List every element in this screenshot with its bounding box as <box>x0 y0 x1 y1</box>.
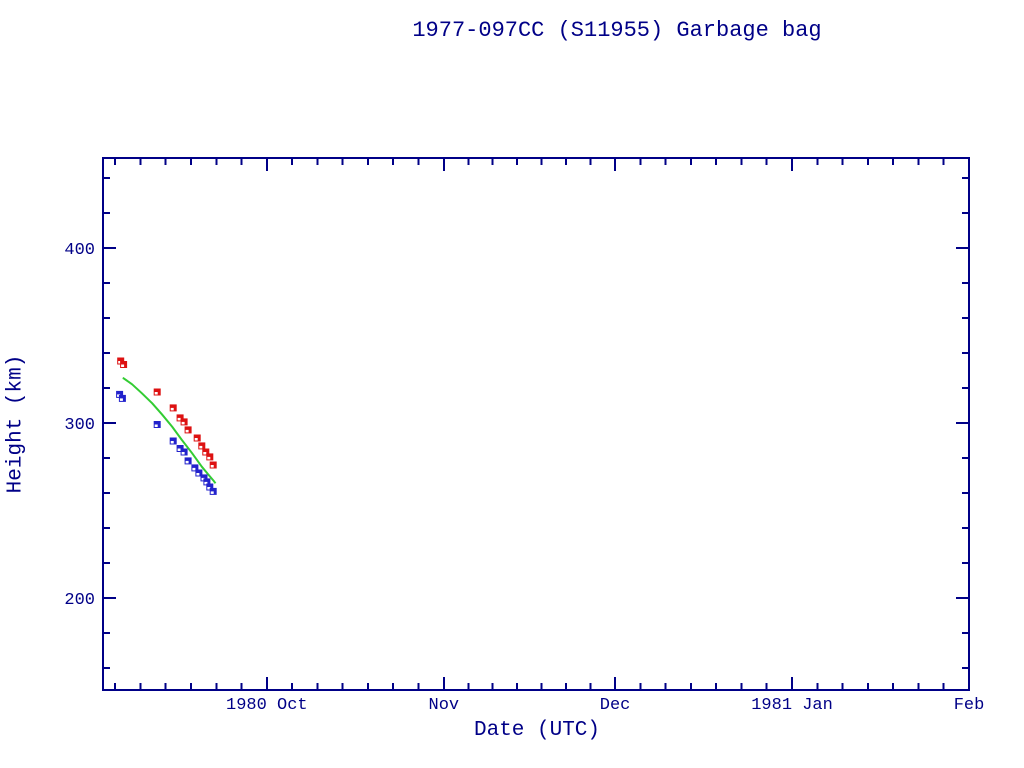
marker-notch <box>121 364 125 367</box>
x-tick-label: Nov <box>429 696 460 715</box>
marker-notch <box>204 481 208 485</box>
plot-frame <box>102 157 970 691</box>
marker-notch <box>181 452 185 455</box>
marker-notch <box>177 417 181 421</box>
marker-notch <box>210 465 214 468</box>
x-tick-label: Feb <box>954 696 985 715</box>
x-tick-label: 1980 Oct <box>226 696 308 715</box>
y-axis-title: Height (km) <box>4 354 28 494</box>
marker-notch <box>170 407 174 411</box>
marker-notch <box>118 361 122 364</box>
marker-notch <box>185 429 189 433</box>
y-tick-label: 200 <box>64 591 95 610</box>
marker-notch <box>203 452 207 455</box>
marker-notch <box>185 460 189 464</box>
marker-notch <box>181 421 185 425</box>
scatter-series <box>116 390 217 495</box>
scatter-series <box>117 357 217 469</box>
marker-notch <box>154 392 158 395</box>
marker-notch <box>194 438 198 441</box>
marker-notch <box>201 477 205 481</box>
marker-notch <box>117 394 121 397</box>
marker-notch <box>199 445 203 449</box>
marker-notch <box>210 491 214 494</box>
y-tick-label: 300 <box>64 416 95 435</box>
marker-notch <box>207 456 211 460</box>
y-tick-label: 400 <box>64 241 95 260</box>
marker-notch <box>196 473 200 476</box>
marker-notch <box>170 441 174 444</box>
x-axis-title: Date (UTC) <box>473 719 601 742</box>
marker-notch <box>154 424 158 427</box>
chart-title: 1977-097CC (S11955) Garbage bag <box>412 18 822 43</box>
x-tick-label: Dec <box>600 696 631 715</box>
axes <box>102 157 970 691</box>
x-tick-label: 1981 Jan <box>751 696 833 715</box>
model-line <box>122 377 217 484</box>
marker-notch <box>119 398 123 401</box>
marker-notch <box>177 448 181 451</box>
marker-notch <box>192 467 196 471</box>
marker-notch <box>207 487 211 490</box>
